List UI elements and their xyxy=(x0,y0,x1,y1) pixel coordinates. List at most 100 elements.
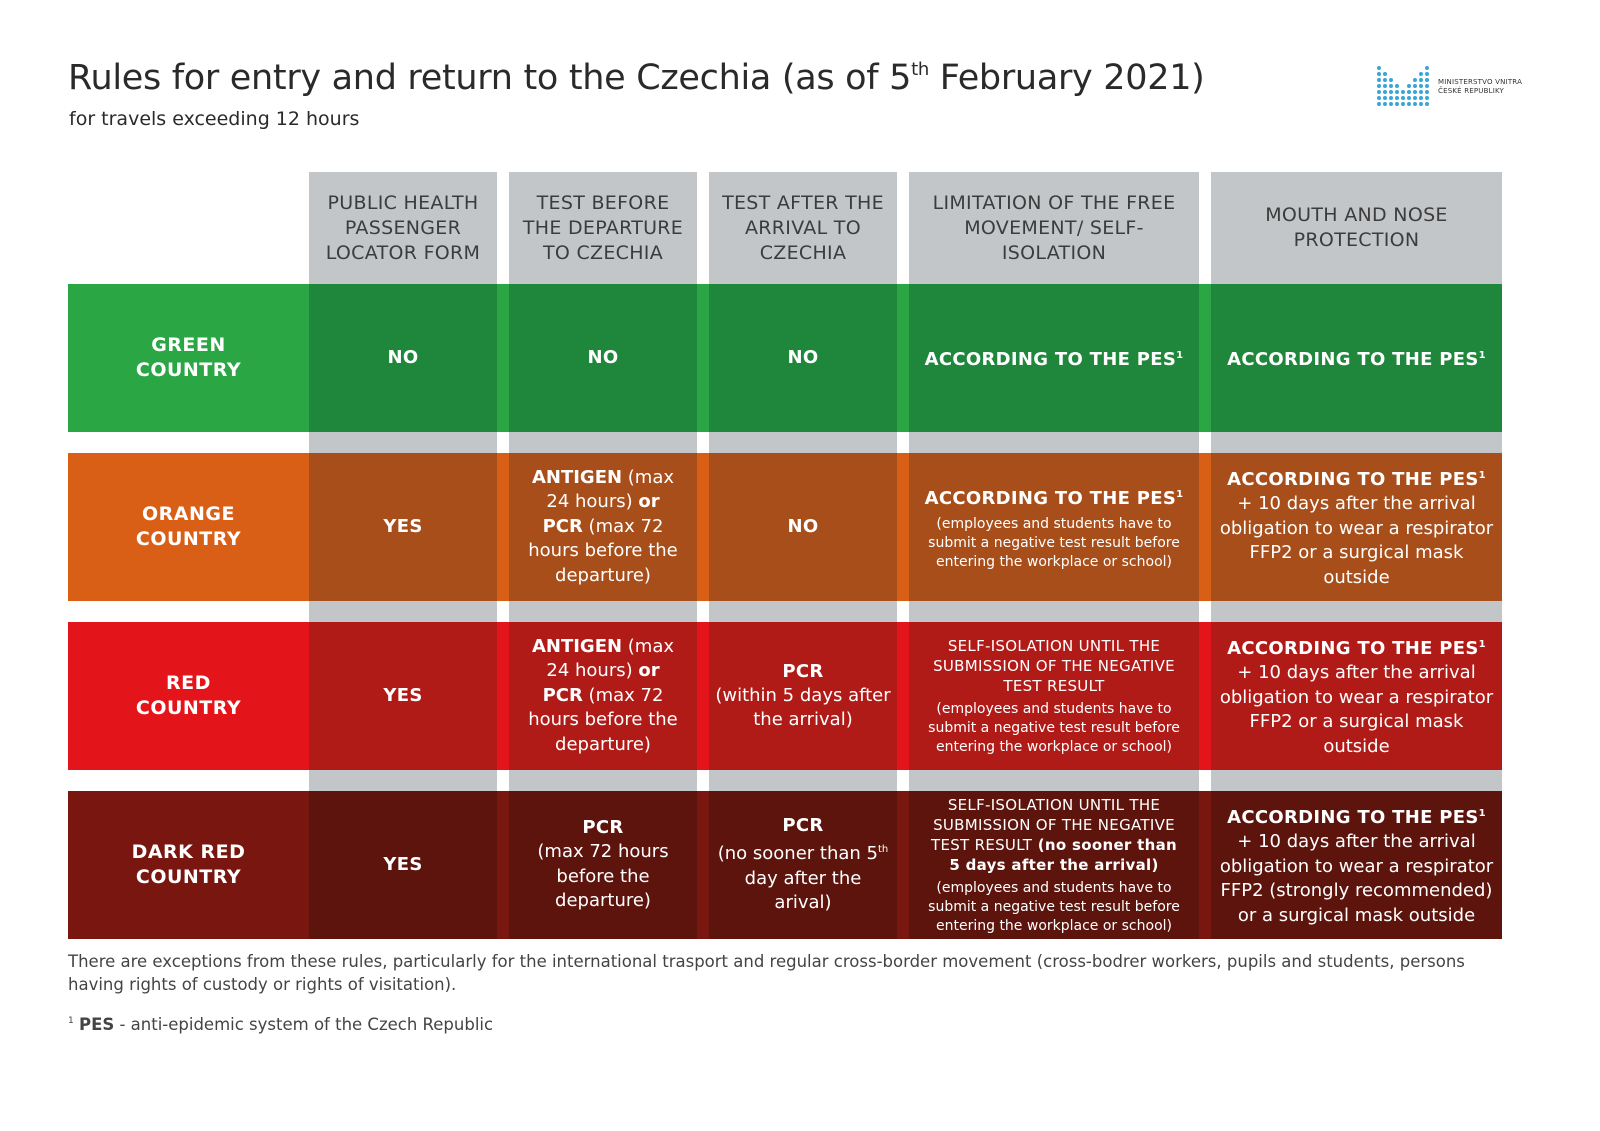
cell-test-before: NO xyxy=(509,284,697,432)
test-after-detail-pre: (no sooner than xyxy=(717,843,867,865)
cell-plf: YES xyxy=(309,791,497,939)
test-before-title-line: PCR xyxy=(582,816,623,840)
mask-title: ACCORDING TO THE PES xyxy=(1227,469,1479,490)
title-text-end: February 2021) xyxy=(928,58,1205,98)
title-text: Rules for entry and return to the Czechi… xyxy=(68,58,912,98)
isolation-title-line: ACCORDING TO THE PES1 xyxy=(925,344,1184,372)
test-after-detail-num: 5 xyxy=(866,843,878,865)
plf-value: YES xyxy=(383,854,423,875)
test-after-detail-line: (no sooner than 5th day after the arival… xyxy=(715,838,891,916)
row-label: GREEN COUNTRY xyxy=(68,284,309,432)
test-after-detail-line: (within 5 days after the arrival) xyxy=(715,684,891,733)
pcr-detail: (max 72 hours before the departure) xyxy=(528,515,678,586)
row-separator xyxy=(309,432,497,453)
mask-title-line: ACCORDING TO THE PES1 xyxy=(1227,633,1486,661)
logo-line2: ČESKÉ REPUBLIKY xyxy=(1438,86,1505,95)
cell-isolation: SELF-ISOLATION UNTIL THE SUBMISSION OF T… xyxy=(909,791,1199,939)
cell-plf: YES xyxy=(309,622,497,770)
test-after-title-line: NO xyxy=(788,346,819,370)
row-label: ORANGE COUNTRY xyxy=(68,453,309,601)
antigen-detail: (max 24 hours) xyxy=(546,635,675,682)
isolation-title: SELF-ISOLATION UNTIL THE SUBMISSION OF T… xyxy=(931,795,1175,854)
mask-title: ACCORDING TO THE PES xyxy=(1227,638,1479,659)
cell-isolation: ACCORDING TO THE PES1 (employees and stud… xyxy=(909,453,1199,601)
page-title: Rules for entry and return to the Czechi… xyxy=(68,58,1205,98)
test-after-sup: th xyxy=(878,844,889,856)
footnote-term: PES xyxy=(78,1015,115,1034)
row-label: DARK RED COUNTRY xyxy=(68,791,309,939)
row-separator xyxy=(909,770,1199,791)
test-before-value: NO xyxy=(587,347,619,368)
mask-detail-line: + 10 days after the arrival obligation t… xyxy=(1217,830,1496,928)
pes-footnote-ref: 1 xyxy=(1176,350,1184,361)
ministry-logo: MINISTERSTVO VNITRA ČESKÉ REPUBLIKY xyxy=(1377,66,1522,107)
test-after-title: NO xyxy=(787,516,819,537)
antigen-label: ANTIGEN xyxy=(531,466,623,488)
cell-mask: ACCORDING TO THE PES1 + 10 days after the… xyxy=(1211,622,1502,770)
plf-line: NO xyxy=(388,346,419,370)
row-separator xyxy=(509,601,697,622)
mask-detail: + 10 days after the arrival obligation t… xyxy=(1219,662,1494,757)
cell-test-before: ANTIGEN (max 24 hours) or PCR (max 72 hou… xyxy=(509,622,697,770)
isolation-detail-line: (employees and students have to submit a… xyxy=(915,515,1193,572)
isolation-title: SELF-ISOLATION UNTIL THE SUBMISSION OF T… xyxy=(933,636,1175,695)
plf-value: YES xyxy=(383,516,423,537)
row-separator xyxy=(709,601,897,622)
row-separator xyxy=(709,770,897,791)
or-label: or xyxy=(638,660,660,682)
cell-test-after: NO xyxy=(709,453,897,601)
test-after-title: PCR xyxy=(782,815,824,837)
logo-text: MINISTERSTVO VNITRA ČESKÉ REPUBLIKY xyxy=(1438,78,1522,96)
pcr-label: PCR xyxy=(542,684,583,706)
header-mask: MOUTH AND NOSE PROTECTION xyxy=(1211,172,1502,284)
mask-detail-line: + 10 days after the arrival obligation t… xyxy=(1217,661,1496,759)
isolation-title-line: SELF-ISOLATION UNTIL THE SUBMISSION OF T… xyxy=(915,795,1193,875)
footnote: 1 PES - anti-epidemic system of the Czec… xyxy=(68,1015,493,1034)
test-after-title-line: PCR xyxy=(782,814,823,838)
header-test-before: TEST BEFORE THE DEPARTURE TO CZECHIA xyxy=(509,172,697,284)
mask-detail: + 10 days after the arrival obligation t… xyxy=(1219,831,1494,926)
mask-title-line: ACCORDING TO THE PES1 xyxy=(1227,464,1486,492)
pes-footnote-ref: 1 xyxy=(1478,470,1486,481)
cell-test-after: PCR (no sooner than 5th day after the ari… xyxy=(709,791,897,939)
cell-plf: NO xyxy=(309,284,497,432)
title-superscript: th xyxy=(911,59,929,80)
test-before-detail: (max 72 hours before the departure) xyxy=(537,841,669,912)
row-separator xyxy=(1211,432,1502,453)
mask-detail: + 10 days after the arrival obligation t… xyxy=(1219,493,1494,588)
row-separator xyxy=(509,770,697,791)
plf-line: YES xyxy=(383,853,422,877)
cell-isolation: ACCORDING TO THE PES1 xyxy=(909,284,1199,432)
plf-line: YES xyxy=(383,515,422,539)
pcr-label: PCR xyxy=(542,515,583,537)
test-before-detail-line: (max 72 hours before the departure) xyxy=(515,840,691,914)
mask-title: ACCORDING TO THE PES xyxy=(1227,349,1479,370)
test-before-text: ANTIGEN (max 24 hours) or PCR (max 72 hou… xyxy=(515,466,691,589)
exceptions-note: There are exceptions from these rules, p… xyxy=(68,952,1465,994)
mask-title-line: ACCORDING TO THE PES1 xyxy=(1227,344,1486,372)
test-before-text: ANTIGEN (max 24 hours) or PCR (max 72 hou… xyxy=(515,635,691,758)
row-separator xyxy=(909,432,1199,453)
test-after-title: NO xyxy=(787,347,819,368)
page-subtitle: for travels exceeding 12 hours xyxy=(69,108,360,130)
header-isolation: LIMITATION OF THE FREE MOVEMENT/ SELF-IS… xyxy=(909,172,1199,284)
pes-footnote-ref: 1 xyxy=(1478,639,1486,650)
antigen-detail: (max 24 hours) xyxy=(546,466,675,513)
test-after-title: PCR xyxy=(782,660,824,682)
test-after-detail: (within 5 days after the arrival) xyxy=(715,684,891,731)
test-after-title-line: NO xyxy=(788,515,819,539)
cell-mask: ACCORDING TO THE PES1 xyxy=(1211,284,1502,432)
row-separator xyxy=(1211,601,1502,622)
mask-title: ACCORDING TO THE PES xyxy=(1227,807,1479,828)
or-label: or xyxy=(638,491,660,513)
test-after-detail-post: day after the arival) xyxy=(744,867,862,914)
footnote-text: - anti-epidemic system of the Czech Repu… xyxy=(114,1015,494,1034)
test-before-line: NO xyxy=(588,346,619,370)
test-after-title-line: PCR xyxy=(782,660,823,684)
isolation-detail: (employees and students have to submit a… xyxy=(928,700,1180,755)
pes-footnote-ref: 1 xyxy=(1176,488,1184,500)
plf-value: NO xyxy=(387,347,419,368)
pes-footnote-ref: 1 xyxy=(1478,808,1486,819)
isolation-detail: (employees and students have to submit a… xyxy=(928,879,1180,934)
